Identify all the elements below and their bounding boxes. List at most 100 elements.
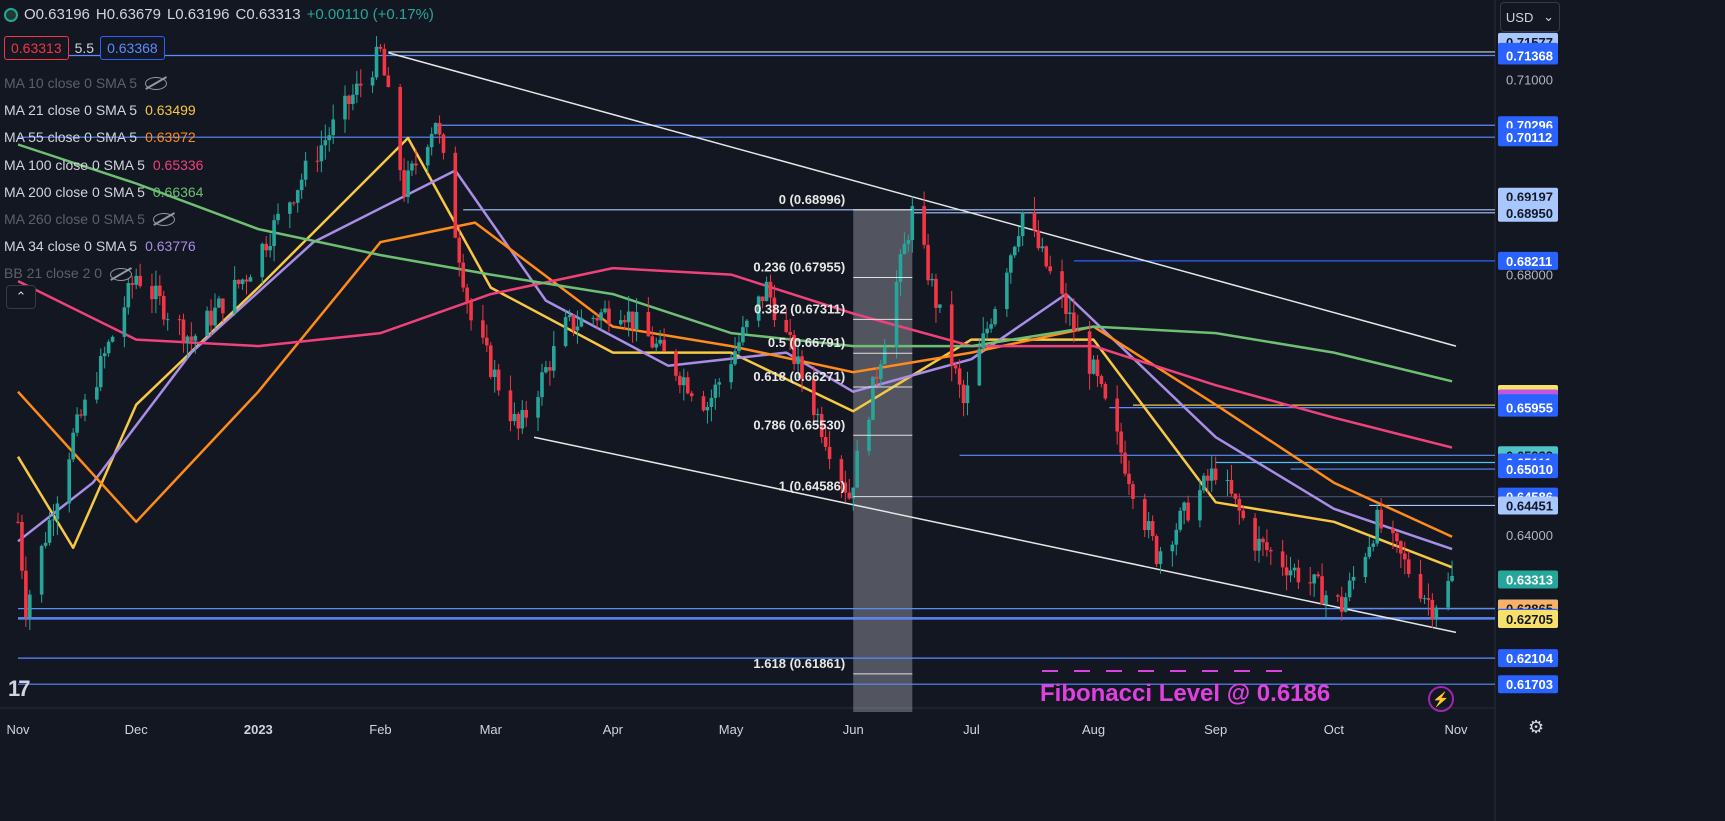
- candle-body: [796, 356, 800, 365]
- legend-label: MA 100 close 0 SMA 5: [4, 156, 145, 173]
- candle-body: [1379, 509, 1383, 529]
- candle-body: [485, 337, 489, 346]
- candle-body: [248, 277, 253, 282]
- candle-body: [957, 368, 962, 385]
- x-tick-label: Jun: [843, 722, 864, 737]
- candle-body: [961, 384, 966, 404]
- channel-trendline: [533, 436, 1457, 634]
- candle-body: [75, 414, 79, 433]
- candle-body: [1012, 246, 1017, 256]
- candle-body: [382, 48, 387, 76]
- candle-body: [437, 122, 442, 135]
- trade-panel: 0.63313 5.5 0.63368: [4, 36, 165, 60]
- candle-body: [685, 377, 690, 394]
- candle-body: [815, 414, 820, 416]
- candle-body: [1225, 480, 1230, 482]
- candle-body: [819, 414, 824, 437]
- price-axis-tag-label: 0.65955: [1506, 401, 1553, 416]
- candle-body: [595, 317, 599, 321]
- x-tick-label: Sep: [1204, 722, 1227, 737]
- candle-body: [607, 308, 611, 325]
- x-tick-label: Jul: [963, 722, 980, 737]
- candle-body: [469, 301, 473, 321]
- candle-body: [567, 315, 572, 318]
- candle-body: [548, 367, 552, 371]
- candle-body: [898, 254, 903, 282]
- x-tick-label: Feb: [369, 722, 391, 737]
- legend-item[interactable]: MA 10 close 0 SMA 5: [4, 70, 203, 97]
- legend-item[interactable]: MA 100 close 0 SMA 5 0.65336: [4, 152, 203, 179]
- candle-body: [544, 367, 548, 373]
- price-axis-tag-label: 0.62104: [1506, 651, 1554, 666]
- legend-item[interactable]: MA 34 close 0 SMA 5 0.63776: [4, 233, 203, 260]
- candle-body: [150, 286, 154, 300]
- price-axis-tag-label: 0.65010: [1506, 462, 1553, 477]
- candle-body: [851, 487, 856, 499]
- candle-body: [910, 206, 915, 241]
- candle-body: [217, 298, 221, 308]
- candle-body: [926, 244, 930, 281]
- candle-body: [240, 279, 245, 285]
- price-axis-tag: [1498, 649, 1558, 668]
- candle-body: [213, 307, 217, 326]
- candle-body: [1237, 498, 1242, 511]
- candle-body: [453, 152, 458, 238]
- candle-body: [1202, 475, 1206, 491]
- candle-body: [1095, 359, 1100, 377]
- legend-item[interactable]: MA 55 close 0 SMA 5 0.63972: [4, 124, 203, 151]
- candle-body: [1131, 484, 1135, 499]
- legend-item[interactable]: MA 260 close 0 SMA 5: [4, 206, 203, 233]
- ohlc-low: L0.63196: [166, 6, 230, 23]
- candle-body: [1119, 431, 1123, 453]
- candle-body: [319, 145, 324, 162]
- sell-button[interactable]: 0.63313: [4, 36, 69, 60]
- candle-body: [193, 335, 198, 341]
- candle-body: [1091, 359, 1096, 374]
- channel-trendline: [388, 52, 1457, 347]
- legend-item[interactable]: MA 21 close 0 SMA 5 0.63499: [4, 97, 203, 124]
- candle-body: [674, 351, 678, 376]
- fibonacci-annotation: Fibonacci Level @ 0.6186: [1040, 680, 1331, 707]
- price-axis-tag: [1498, 610, 1558, 629]
- hidden-eye-icon[interactable]: [152, 213, 175, 227]
- candle-body: [1395, 533, 1399, 542]
- collapse-legend-button[interactable]: ⌃: [6, 285, 36, 309]
- candle-body: [370, 77, 375, 86]
- hidden-eye-icon[interactable]: [145, 77, 168, 91]
- candle-body: [161, 296, 166, 320]
- candle-body: [1103, 384, 1108, 399]
- gear-icon[interactable]: ⚙: [1528, 717, 1545, 737]
- candle-body: [839, 459, 844, 483]
- candle-body: [1308, 582, 1313, 584]
- hidden-eye-icon[interactable]: [110, 267, 133, 281]
- y-tick-label: 0.68000: [1506, 268, 1553, 283]
- candle-body: [1324, 595, 1328, 605]
- candle-body: [1036, 230, 1041, 249]
- candle-body: [729, 364, 733, 383]
- fib-level-label: 1 (0.64586): [779, 479, 846, 494]
- candle-body: [177, 319, 182, 321]
- candle-body: [67, 459, 72, 504]
- candle-body: [658, 339, 662, 344]
- candle-body: [16, 521, 20, 523]
- candle-body: [457, 237, 462, 263]
- candle-body: [871, 376, 875, 420]
- candle-body: [378, 46, 383, 49]
- y-tick-label: 0.64000: [1506, 528, 1553, 543]
- candle-body: [930, 278, 934, 281]
- candle-body: [165, 319, 170, 321]
- legend-item[interactable]: MA 200 close 0 SMA 5 0.66364: [4, 179, 203, 206]
- currency-selector[interactable]: USD ⌄: [1500, 2, 1560, 32]
- lightning-icon[interactable]: ⚡: [1428, 686, 1454, 712]
- ma-line-ma-55: [17, 221, 1453, 538]
- legend-label: MA 10 close 0 SMA 5: [4, 75, 138, 91]
- buy-button[interactable]: 0.63368: [100, 36, 165, 60]
- candle-body: [98, 356, 103, 388]
- candle-body: [540, 372, 544, 398]
- candle-body: [512, 413, 517, 422]
- candle-body: [827, 446, 832, 460]
- candle-body: [1418, 573, 1423, 599]
- legend-item[interactable]: BB 21 close 2 0: [4, 260, 203, 287]
- candle-body: [154, 285, 158, 300]
